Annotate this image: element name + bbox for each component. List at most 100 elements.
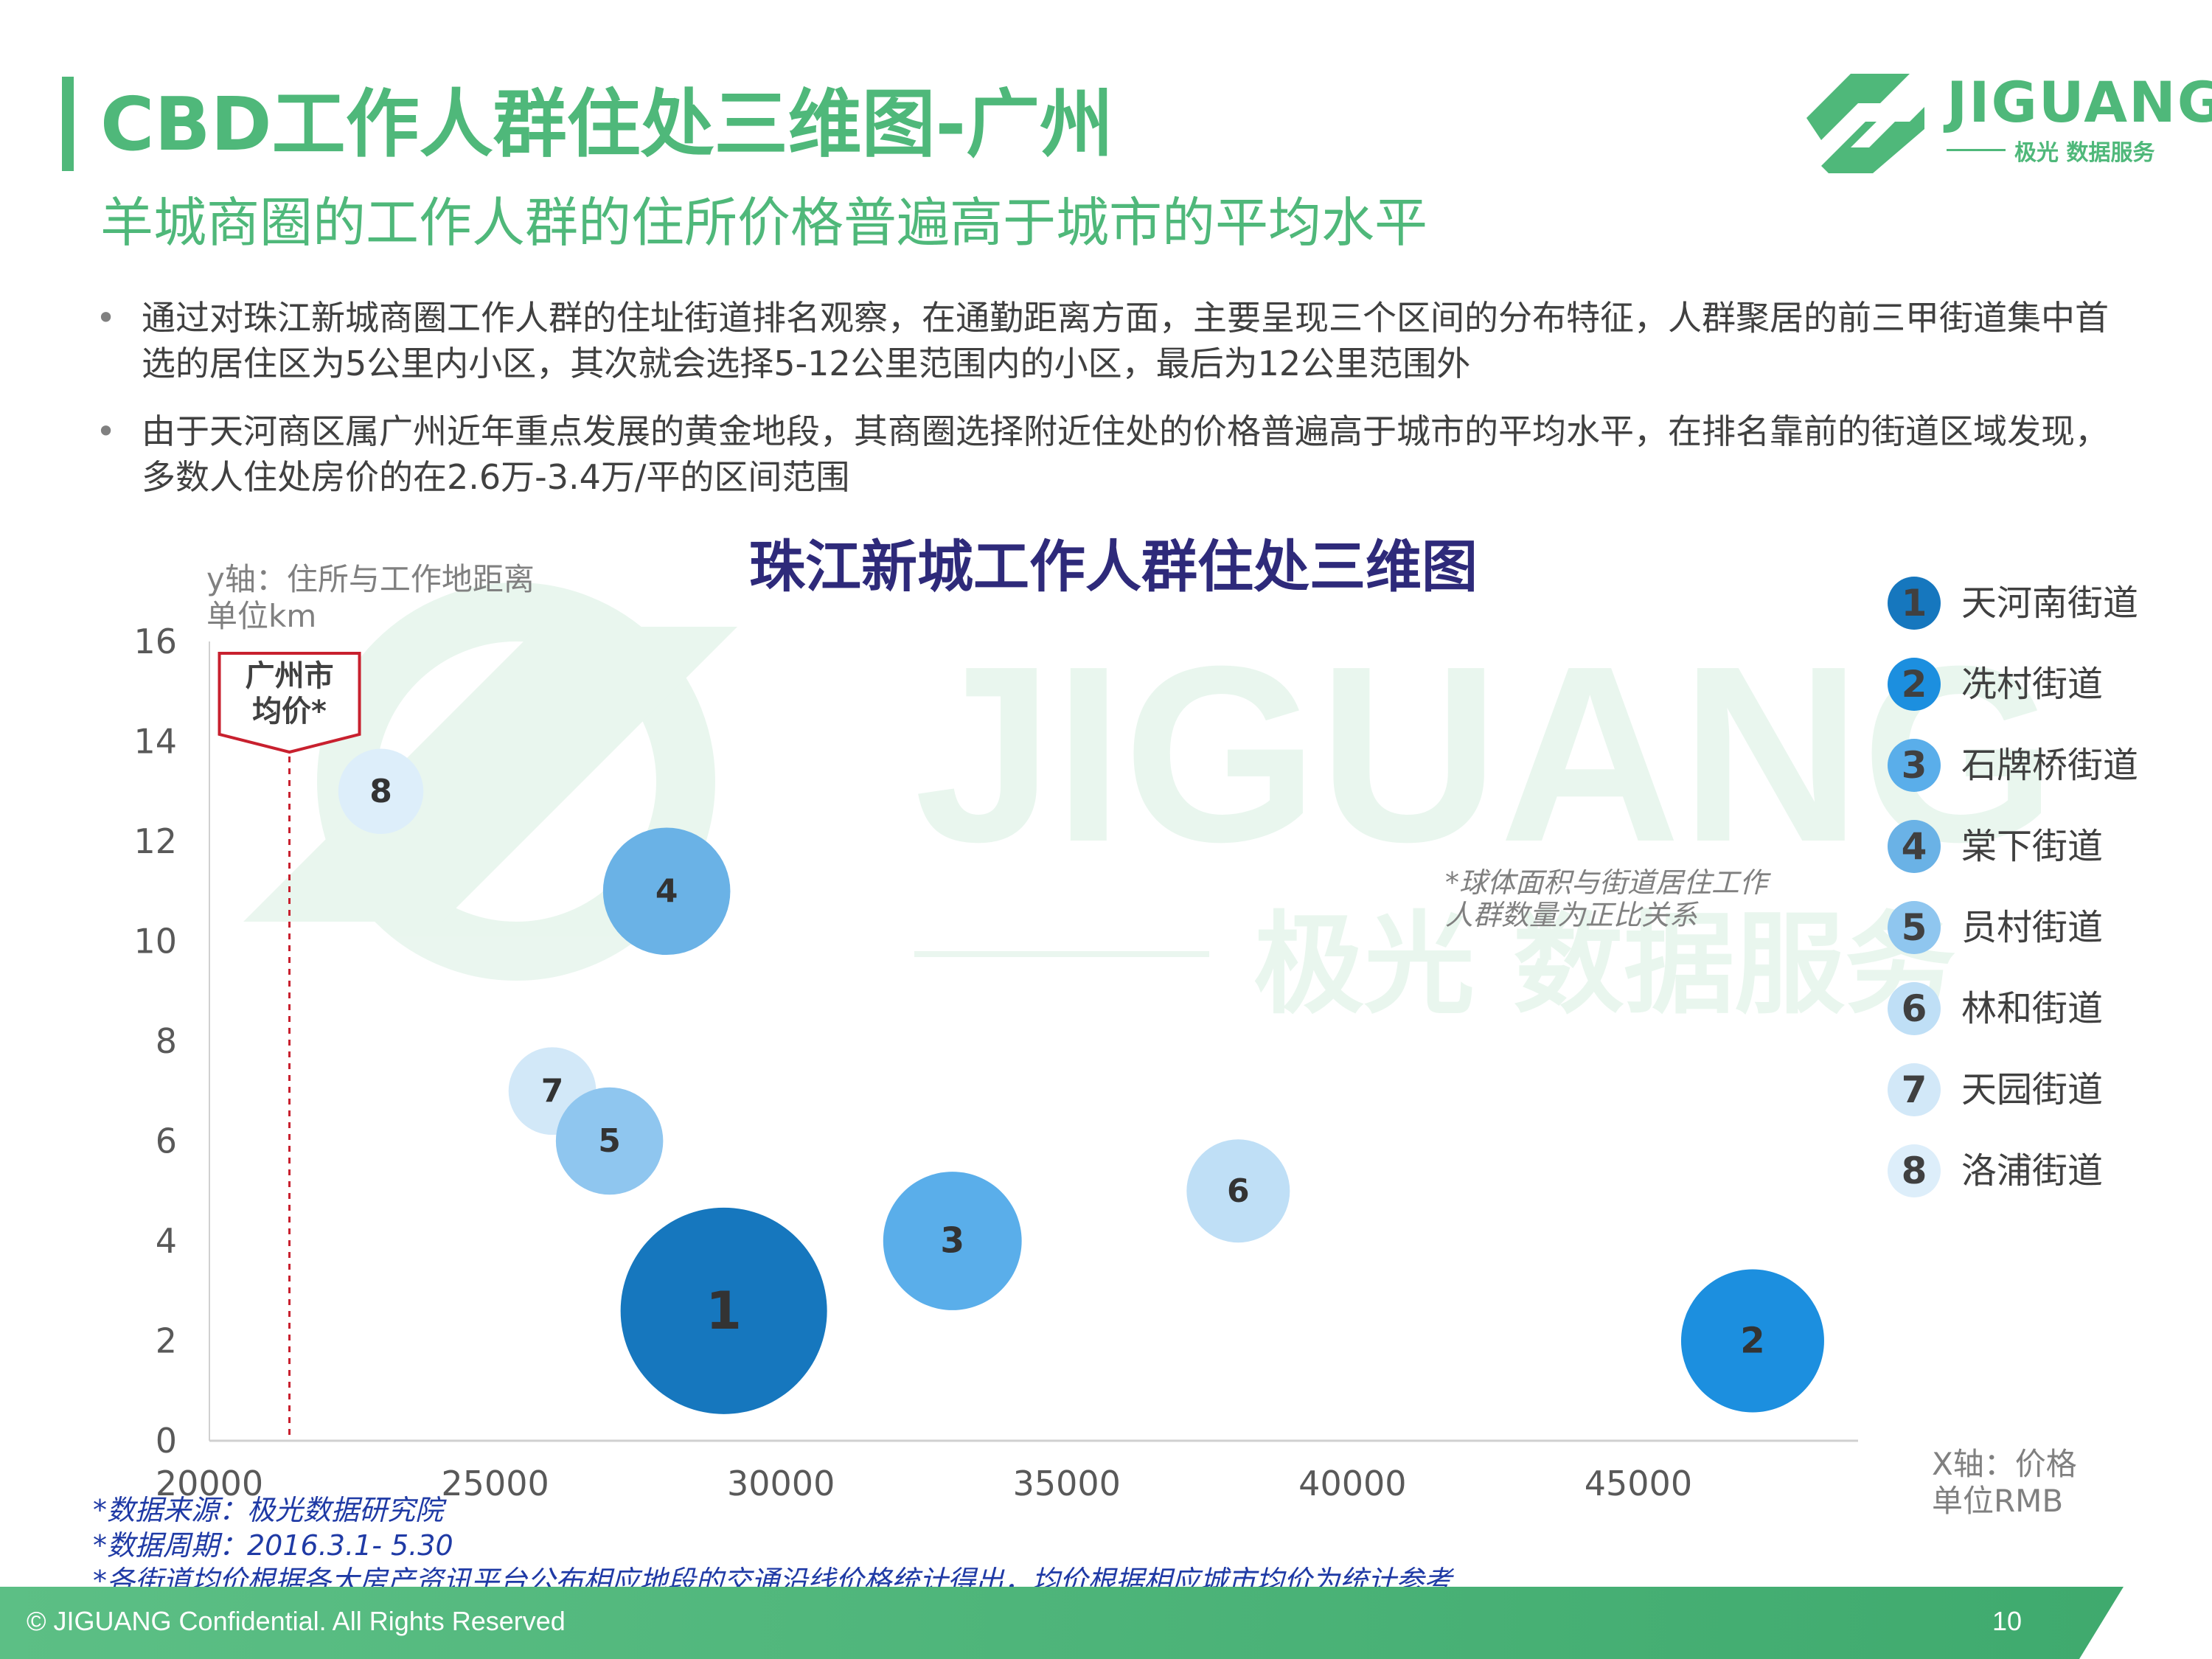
legend-label: 天河南街道 [1961, 582, 2139, 624]
city-average-label: 广州市 [246, 659, 334, 693]
legend-marker: 2 [1888, 658, 1941, 711]
y-tick-label: 8 [156, 1021, 177, 1061]
page-number: 10 [1992, 1606, 2023, 1636]
y-tick-labels: 0 2 4 6 8 10 12 14 16 [133, 622, 177, 1461]
x-tick-label: 20000 [156, 1464, 263, 1503]
y-tick-label: 12 [133, 821, 177, 861]
city-average-marker: 广州市 均价* [218, 652, 361, 1441]
legend-label: 洛浦街道 [1961, 1150, 2104, 1192]
legend-item: 2 冼村街道 [1888, 649, 2197, 715]
bullet-dot-icon: • [96, 411, 116, 451]
y-tick-label: 0 [156, 1421, 177, 1461]
legend-item: 4 棠下街道 [1888, 811, 2197, 877]
size-note-2: 人群数量为正比关系 [1445, 899, 1699, 931]
bubble-label: 7 [541, 1072, 564, 1110]
page-title: CBD工作人群住处三维图-广州 [100, 81, 1114, 167]
watermark: JIGUANG 极光 数据服务 [243, 582, 2056, 1029]
bubble-1: 1 [620, 1207, 827, 1414]
x-tick-label: 35000 [1013, 1464, 1121, 1503]
chart-title: 珠江新城工作人群住处三维图 [749, 534, 1478, 599]
bullet-list: • 通过对珠江新城商圈工作人群的住址街道排名观察，在通勤距离方面，主要呈现三个区… [96, 295, 2131, 522]
watermark-brand: JIGUANG [914, 614, 2056, 894]
legend-label: 棠下街道 [1961, 826, 2104, 867]
y-axis-label: y轴：住所与工作地距离 [206, 561, 535, 597]
legend-item: 1 天河南街道 [1888, 568, 2197, 634]
x-tick-label: 30000 [727, 1464, 835, 1503]
legend-item: 5 员村街道 [1888, 892, 2197, 959]
bullet-dot-icon: • [96, 298, 116, 338]
bullet-item: • 由于天河商区属广州近年重点发展的黄金地段，其商圈选择附近住处的价格普遍高于城… [96, 408, 2131, 500]
legend-label: 石牌桥街道 [1961, 745, 2139, 786]
note-source: *数据来源：极光数据研究院 [93, 1494, 444, 1526]
bubble-label: 2 [1740, 1321, 1764, 1362]
y-tick-label: 10 [133, 922, 177, 961]
jiguang-logo: JIGUANG 极光 数据服务 [1792, 66, 2212, 177]
y-tick-label: 14 [133, 722, 177, 762]
bubble-circle [883, 1172, 1022, 1310]
bubbles: 8 7 6 5 4 3 2 1 [338, 748, 1824, 1414]
bubble-label: 8 [369, 773, 392, 810]
source-notes: *数据来源：极光数据研究院 *数据周期：2016.3.1- 5.30 *各街道均… [93, 1492, 1452, 1599]
bubble-label: 1 [706, 1281, 742, 1341]
legend-item: 8 洛浦街道 [1888, 1135, 2197, 1202]
legend-label: 冼村街道 [1961, 664, 2104, 705]
x-axis-unit: 单位RMB [1932, 1483, 2063, 1519]
page-subtitle: 羊城商圈的工作人群的住所价格普遍高于城市的平均水平 [100, 192, 1428, 254]
bubble-6: 6 [1186, 1139, 1290, 1243]
logo-mark-icon [1806, 74, 1924, 173]
bubble-circle [338, 748, 424, 834]
bullet-item: • 通过对珠江新城商圈工作人群的住址街道排名观察，在通勤距离方面，主要呈现三个区… [96, 295, 2131, 386]
bubble-circle [1680, 1269, 1824, 1413]
size-note: *球体面积与街道居住工作 [1445, 866, 1771, 899]
bubble-2: 2 [1680, 1269, 1824, 1413]
bubble-4: 4 [602, 827, 731, 956]
bubble-label: 4 [655, 872, 678, 910]
note-period: *数据周期：2016.3.1- 5.30 [93, 1529, 453, 1562]
y-tick-label: 2 [156, 1321, 177, 1361]
x-tick-labels: 20000 25000 30000 35000 40000 45000 [156, 1464, 1692, 1503]
bubble-circle [602, 827, 731, 956]
bullet-text: 由于天河商区属广州近年重点发展的黄金地段，其商圈选择附近住处的价格普遍高于城市的… [142, 411, 2109, 497]
y-axis-unit: 单位km [206, 598, 316, 634]
logo-wordmark: JIGUANG [1947, 69, 2212, 135]
x-axis-label: X轴：价格 [1932, 1446, 2077, 1482]
legend-marker: 1 [1888, 577, 1941, 630]
bubble-label: 6 [1227, 1172, 1250, 1210]
legend-marker: 7 [1888, 1063, 1941, 1116]
bullet-text: 通过对珠江新城商圈工作人群的住址街道排名观察，在通勤距离方面，主要呈现三个区间的… [142, 298, 2109, 383]
footer-copyright: © JIGUANG Confidential. All Rights Reser… [27, 1606, 566, 1636]
watermark-rule [914, 951, 1209, 957]
city-average-label-2: 均价* [252, 695, 327, 728]
watermark-tagline: 极光 数据服务 [1253, 901, 1955, 1029]
bubble-circle [1186, 1139, 1290, 1243]
logo-rule [1947, 149, 2006, 151]
bubble-circle [620, 1207, 827, 1414]
legend-marker: 6 [1888, 982, 1941, 1035]
y-tick-label: 4 [156, 1221, 177, 1261]
city-average-callout [218, 652, 361, 754]
legend-marker: 3 [1888, 739, 1941, 792]
legend-item: 6 林和街道 [1888, 973, 2197, 1040]
legend-marker: 4 [1888, 820, 1941, 873]
y-tick-label: 6 [156, 1121, 177, 1161]
legend-label: 林和街道 [1961, 988, 2104, 1029]
bubble-chart: JIGUANG 极光 数据服务 珠江新城工作人群住处三维图 y轴：住所与工作地距… [133, 534, 2077, 1519]
logo-tagline: 极光 数据服务 [2014, 140, 2155, 166]
legend-item: 3 石牌桥街道 [1888, 730, 2197, 796]
legend-label: 员村街道 [1961, 907, 2104, 948]
footer-bar [0, 1587, 2124, 1659]
title-accent-bar [62, 77, 74, 171]
bubble-5: 5 [555, 1087, 664, 1195]
y-tick-label: 16 [133, 622, 177, 661]
x-tick-label: 45000 [1585, 1464, 1692, 1503]
bubble-label: 3 [940, 1221, 964, 1262]
bubble-label: 5 [598, 1122, 621, 1160]
x-tick-label: 40000 [1298, 1464, 1406, 1503]
bubble-circle [555, 1087, 664, 1195]
bubble-8: 8 [338, 748, 424, 834]
legend-marker: 8 [1888, 1144, 1941, 1197]
x-tick-label: 25000 [441, 1464, 549, 1503]
bubble-3: 3 [883, 1172, 1022, 1310]
legend-item: 7 天园街道 [1888, 1054, 2197, 1121]
legend-marker: 5 [1888, 901, 1941, 954]
